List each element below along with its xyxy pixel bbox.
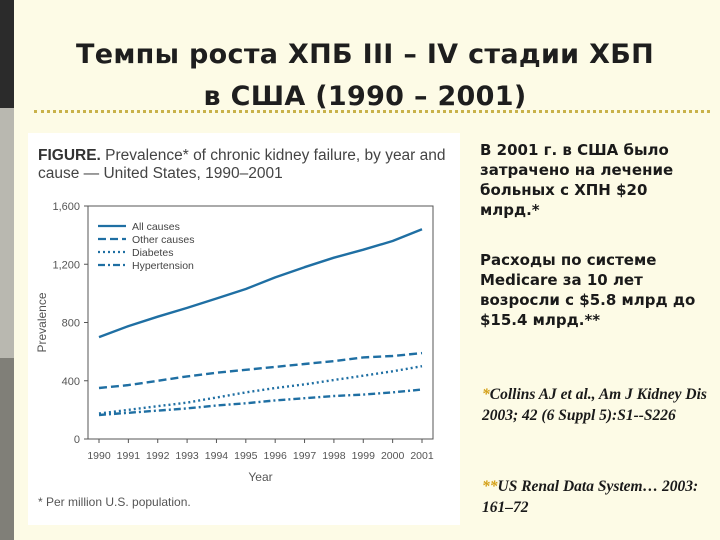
slide-title-line1: Темпы роста ХПБ III – IV стадии ХБП — [75, 39, 654, 70]
stripe-dark-block — [0, 0, 14, 108]
stripe-mid-block — [0, 358, 14, 540]
series-line — [98, 228, 423, 339]
stripe-light-block — [0, 108, 14, 358]
medicare-text: Расходы по системе Medicare за 10 лет во… — [480, 251, 696, 329]
title-divider — [34, 110, 710, 113]
cost-text: В 2001 г. в США было затрачено на лечени… — [480, 141, 674, 219]
x-tick-label: 2000 — [381, 450, 405, 462]
series-line — [98, 351, 423, 390]
figure-caption-text: Prevalence* of chronic kidney failure, b… — [38, 147, 446, 182]
y-tick-label: 1,600 — [52, 201, 80, 213]
line-chart: 0 400 800 1,200 1,600 1990 1991 1992 1993 1994 199… — [35, 201, 434, 484]
x-tick-label: 1997 — [293, 450, 317, 462]
slide-title-line2: в США (1990 – 2001) — [203, 81, 527, 112]
reference-1-mark: * — [482, 386, 490, 403]
x-tick-label: 1991 — [117, 450, 141, 462]
series-line — [98, 388, 423, 417]
y-axis-label: Prevalence — [35, 292, 49, 352]
figure-panel: FIGURE. Prevalence* of chronic kidney fa… — [28, 133, 460, 525]
y-tick-label: 1,200 — [52, 259, 80, 271]
reference-2: **US Renal Data System… 2003: 161–72 — [482, 476, 714, 518]
legend-label: Hypertension — [132, 260, 194, 272]
x-tick-label: 1992 — [146, 450, 170, 462]
legend-label: Other causes — [132, 234, 194, 246]
x-tick-label: 1990 — [87, 450, 111, 462]
x-tick-label: 1995 — [234, 450, 258, 462]
x-tick-label: 1999 — [352, 450, 376, 462]
legend-label: Diabetes — [132, 247, 173, 259]
figure-caption: FIGURE. Prevalence* of chronic kidney fa… — [38, 147, 458, 183]
reference-2-text: US Renal Data System… 2003: 161–72 — [482, 478, 699, 516]
slide-title: Темпы роста ХПБ III – IV стадии ХБП в СШ… — [20, 34, 710, 118]
side-stripe — [0, 0, 14, 540]
y-tick-label: 800 — [62, 318, 80, 330]
x-tick-label: 1996 — [264, 450, 288, 462]
reference-1: *Collins AJ et al., Am J Kidney Dis 2003… — [482, 384, 714, 426]
figure-caption-label: FIGURE. — [38, 147, 101, 164]
legend-label: All causes — [132, 221, 180, 233]
x-tick-label: 1998 — [322, 450, 346, 462]
figure-footnote: * Per million U.S. population. — [38, 495, 191, 509]
y-tick-label: 400 — [62, 376, 80, 388]
x-tick-label: 1993 — [175, 450, 199, 462]
x-axis-label: Year — [248, 470, 272, 484]
series-line — [98, 365, 423, 415]
reference-1-text: Collins AJ et al., Am J Kidney Dis 2003;… — [482, 386, 707, 424]
reference-2-mark: ** — [482, 478, 498, 495]
x-tick-label: 2001 — [410, 450, 434, 462]
x-tick-label: 1994 — [205, 450, 229, 462]
y-tick-label: 0 — [74, 434, 80, 446]
